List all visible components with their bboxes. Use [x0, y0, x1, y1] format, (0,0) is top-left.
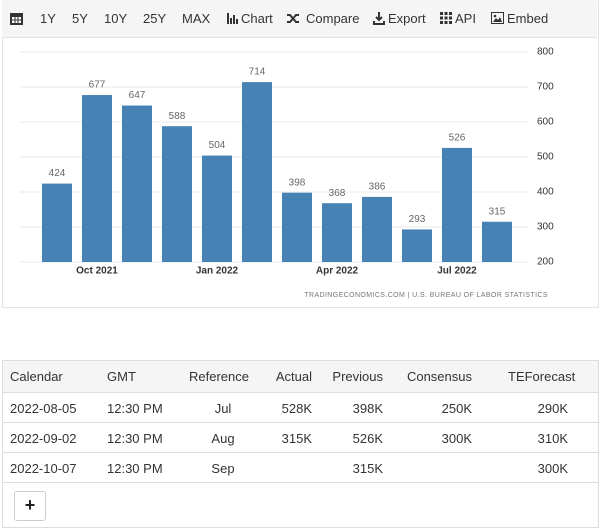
value-label: 504: [209, 140, 226, 151]
value-label: 714: [249, 67, 266, 78]
add-button[interactable]: +: [14, 491, 46, 521]
y-tick-label: 300: [537, 222, 554, 233]
bar: [162, 126, 192, 262]
y-tick-label: 400: [537, 187, 554, 198]
column-header: Previous: [332, 369, 383, 384]
chart: TRADINGECONOMICS.COM | U.S. BUREAU OF LA…: [20, 47, 554, 299]
value-label: 315: [489, 206, 506, 217]
table-cell: 528K: [281, 401, 312, 416]
y-tick-label: 700: [537, 82, 554, 93]
value-label: 677: [89, 80, 106, 91]
table-cell: 398K: [352, 401, 383, 416]
row-divider: [3, 482, 598, 483]
compare-button[interactable]: Compare: [306, 11, 360, 26]
table-cell: Jul: [214, 401, 232, 416]
y-tick-label: 200: [537, 257, 554, 268]
value-label: 398: [289, 177, 306, 188]
table-cell: 300K: [537, 461, 568, 476]
table-cell: 12:30 PM: [107, 401, 163, 416]
compare-icon: [287, 14, 299, 23]
x-tick-label: Jul 2022: [437, 266, 477, 277]
api-button[interactable]: API: [455, 11, 476, 26]
embed-button[interactable]: Embed: [507, 11, 549, 26]
value-label: 386: [369, 182, 386, 193]
chart-button[interactable]: Chart: [241, 11, 273, 26]
value-label: 293: [409, 214, 426, 225]
table-cell: 250K: [441, 401, 472, 416]
bar: [482, 221, 512, 262]
x-tick-label: Jan 2022: [196, 266, 239, 277]
value-label: 424: [49, 168, 66, 179]
range-button[interactable]: 1Y: [40, 11, 56, 26]
column-header: Consensus: [406, 369, 472, 384]
y-tick-label: 500: [537, 152, 554, 163]
range-button[interactable]: 25Y: [143, 11, 167, 26]
table-cell: 12:30 PM: [107, 461, 163, 476]
table-cell: 526K: [352, 431, 383, 446]
x-tick-label: Apr 2022: [316, 266, 359, 277]
bar: [442, 147, 472, 262]
range-button[interactable]: MAX: [182, 11, 211, 26]
table-cell: 2022-09-02: [10, 431, 77, 446]
bar: [42, 183, 72, 262]
y-tick-label: 600: [537, 117, 554, 128]
table-cell: 12:30 PM: [107, 431, 163, 446]
row-divider: [3, 452, 598, 453]
table-cell: 2022-08-05: [10, 401, 77, 416]
value-label: 526: [449, 133, 466, 144]
table-cell: 315K: [352, 461, 383, 476]
api-icon: [440, 12, 452, 24]
value-label: 588: [169, 111, 186, 122]
table-cell: 300K: [441, 431, 472, 446]
bar: [282, 192, 312, 262]
bar: [202, 155, 232, 262]
table: [2, 360, 599, 528]
column-header: TEForecast: [508, 369, 576, 384]
export-icon: [373, 12, 385, 25]
table-cell: 315K: [281, 431, 312, 446]
embed-icon: [491, 12, 504, 24]
bar: [242, 82, 272, 262]
column-header: Calendar: [10, 369, 63, 384]
range-button[interactable]: 5Y: [72, 11, 88, 26]
bar: [122, 105, 152, 262]
column-header: Actual: [275, 369, 312, 384]
table-cell: Sep: [211, 461, 235, 476]
y-tick-label: 800: [537, 47, 554, 58]
table-header: [3, 361, 598, 393]
value-label: 647: [129, 90, 146, 101]
range-button[interactable]: 10Y: [104, 11, 128, 26]
column-header: GMT: [107, 369, 136, 384]
export-button[interactable]: Export: [388, 11, 426, 26]
table-cell: 2022-10-07: [10, 461, 77, 476]
table-cell: Aug: [211, 431, 235, 446]
table-cell: 310K: [537, 431, 568, 446]
chart-icon: [227, 13, 238, 24]
calendar-icon[interactable]: [10, 12, 23, 25]
toolbar: [2, 0, 597, 38]
table-cell: 290K: [537, 401, 568, 416]
x-tick-label: Oct 2021: [76, 266, 118, 277]
bar: [322, 203, 352, 262]
bar: [82, 95, 112, 262]
source-note: TRADINGECONOMICS.COM | U.S. BUREAU OF LA…: [304, 292, 548, 299]
column-header: Reference: [189, 369, 249, 384]
row-divider: [3, 422, 598, 423]
bar: [402, 229, 432, 262]
value-label: 368: [329, 188, 346, 199]
bar: [362, 196, 392, 262]
